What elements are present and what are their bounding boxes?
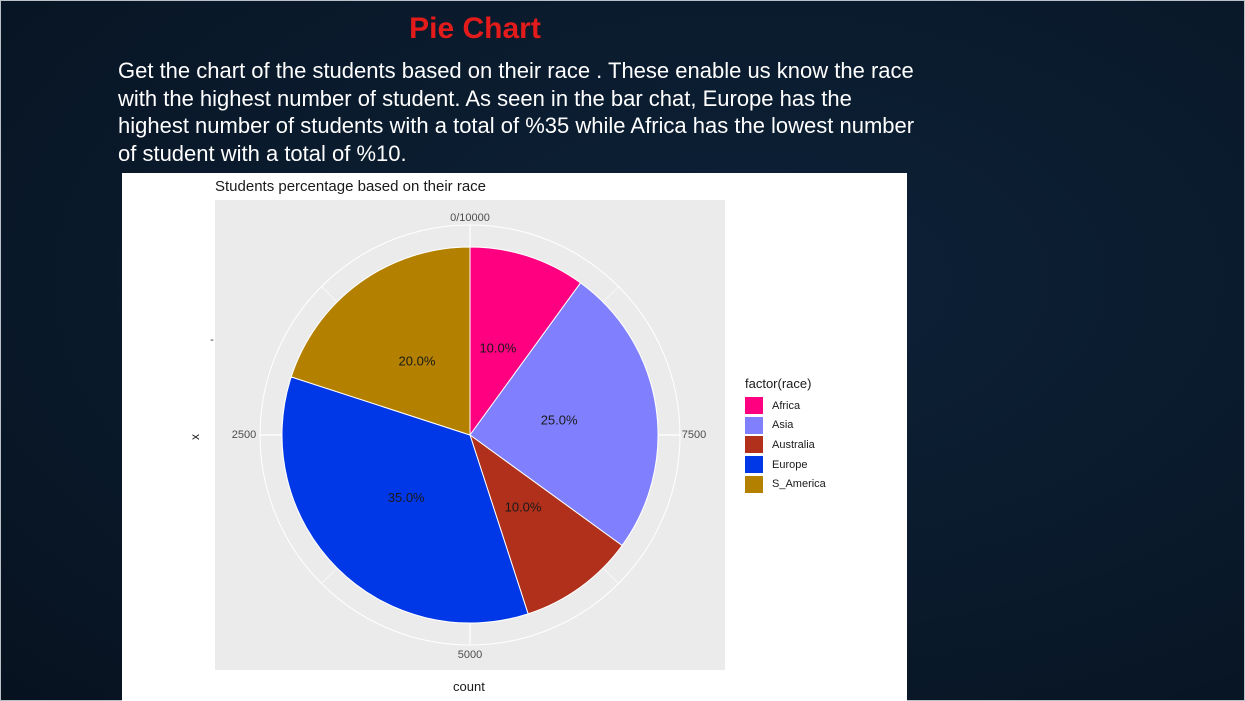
legend-swatch	[745, 397, 763, 415]
theta-tick-label: 0/10000	[450, 212, 490, 224]
legend-swatch	[745, 456, 763, 474]
legend-swatch	[745, 436, 763, 454]
grid-spoke	[321, 567, 338, 584]
slide-body-text: Get the chart of the students based on t…	[118, 58, 915, 166]
slice-label-asia: 25.0%	[541, 412, 578, 427]
legend-item-australia: Australia	[745, 435, 826, 455]
legend-swatch	[745, 475, 763, 493]
grid-spoke	[602, 567, 619, 584]
chart-title: Students percentage based on their race	[215, 178, 487, 195]
grid-spoke	[602, 286, 619, 303]
pie-slice-africa	[469, 246, 582, 437]
legend-label: S_America	[772, 478, 826, 491]
chart-panel: 10.0% 25.0% 10.0% 35.0% 20.0% 0/10000 2500 500…	[122, 173, 907, 701]
theta-tick-label: 7500	[682, 429, 706, 441]
pie-slice-australia	[469, 433, 623, 615]
legend-item-africa: Africa	[745, 396, 826, 416]
theta-ticks: 0/10000 2500 5000 7500 -	[210, 212, 706, 661]
theta-tick-label: 5000	[458, 649, 482, 661]
pie-slice-europe	[281, 376, 529, 624]
legend-label: Africa	[772, 399, 801, 412]
pie-slice-s_america	[290, 246, 471, 436]
slice-labels: 10.0% 25.0% 10.0% 35.0% 20.0%	[388, 341, 578, 515]
legend: factor(race) Africa Asia Australia Europe S_…	[745, 376, 826, 494]
pie-slices	[281, 246, 659, 624]
legend-label: Europe	[772, 458, 808, 471]
slice-label-s_america: 20.0%	[399, 353, 436, 368]
theta-tick-label: 2500	[232, 429, 256, 441]
y-axis-label: x	[188, 434, 202, 440]
slide-title: Pie Chart	[409, 12, 541, 45]
slice-label-africa: 10.0%	[479, 341, 516, 356]
legend-item-asia: Asia	[745, 416, 826, 436]
y-tick-label: -	[210, 334, 214, 346]
legend-items: Africa Asia Australia Europe S_America	[745, 396, 826, 494]
slice-label-australia: 10.0%	[505, 499, 542, 514]
pie-chart: 10.0% 25.0% 10.0% 35.0% 20.0% 0/10000 2500 500…	[210, 200, 725, 670]
grid-spoke	[321, 286, 338, 303]
slice-label-europe: 35.0%	[388, 490, 425, 505]
pie-slice-asia	[469, 282, 659, 547]
x-axis-label: count	[453, 679, 485, 694]
legend-label: Australia	[772, 438, 815, 451]
legend-label: Asia	[772, 419, 794, 432]
legend-item-s_america: S_America	[745, 474, 826, 494]
legend-title: factor(race)	[745, 376, 812, 391]
legend-swatch	[745, 416, 763, 434]
legend-item-europe: Europe	[745, 455, 826, 475]
